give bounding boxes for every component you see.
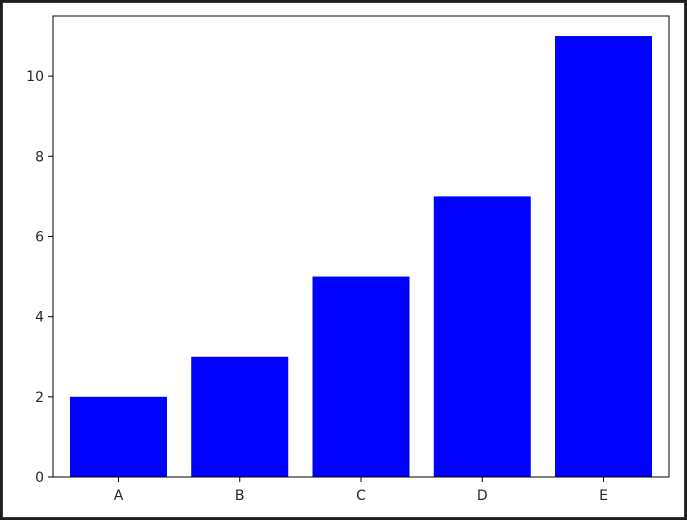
x-tick-label: B [235, 488, 245, 504]
y-axis-ticks: 0 2 4 6 8 10 [26, 69, 53, 486]
y-tick-label: 0 [35, 470, 44, 486]
y-tick-label: 8 [35, 149, 44, 165]
x-tick-label: A [114, 488, 124, 504]
bar-E [555, 36, 653, 477]
x-tick-label: D [477, 488, 488, 504]
y-tick-label: 2 [35, 390, 44, 406]
x-axis-ticks: A B C D E [114, 477, 608, 504]
y-tick-label: 6 [35, 229, 44, 245]
bar-B [191, 356, 289, 477]
bar-A [69, 396, 167, 477]
y-tick-label: 4 [35, 310, 44, 326]
y-tick-label: 10 [26, 69, 44, 85]
bar-C [312, 276, 410, 477]
bar-D [433, 196, 531, 478]
bars-group [69, 36, 653, 478]
x-tick-label: E [599, 488, 608, 504]
x-tick-label: C [356, 488, 366, 504]
